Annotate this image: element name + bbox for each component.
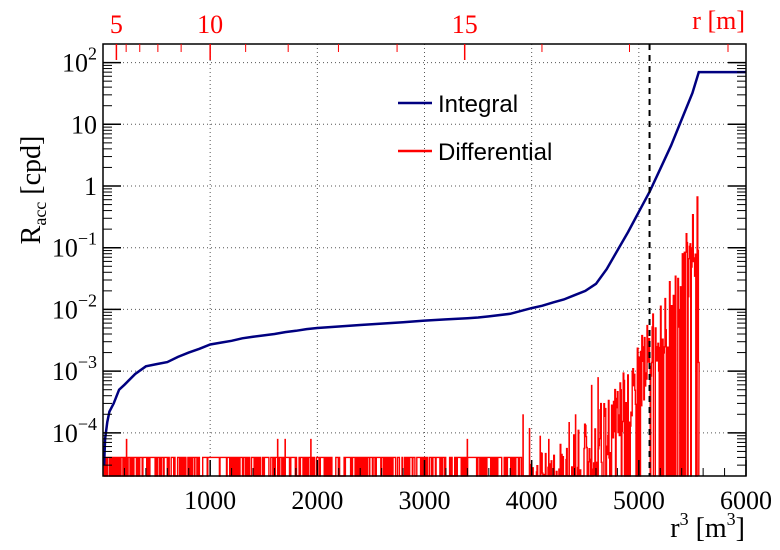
x-axis-title-unit-open: [m (689, 513, 727, 544)
series-integral-line (102, 70, 746, 466)
grid (103, 44, 746, 476)
x-axis-title-unit-sup: 3 (727, 509, 736, 529)
y-tick-label: 10−2 (52, 290, 97, 324)
x-tick-label: 3000 (399, 486, 451, 515)
x-tick-label: 1000 (184, 486, 236, 515)
x-tick-label: 2000 (291, 486, 343, 515)
y-tick-label: 102 (62, 44, 97, 78)
top-tick-label: 5 (110, 10, 123, 39)
y-axis-title-main: R (16, 225, 47, 244)
x-axis-title-sup: 3 (680, 509, 689, 529)
axis-ticks (103, 43, 747, 477)
y-axis-title-unit: [cpd] (16, 136, 47, 202)
x-axis-title: r3 [m3] (670, 509, 745, 544)
series-differential-line (103, 196, 700, 477)
legend: Integral Differential (398, 91, 552, 166)
y-axis-title: Racc [cpd] (16, 136, 50, 245)
top-tick-label: 10 (197, 10, 223, 39)
legend-integral-label: Integral (438, 91, 518, 118)
y-tick-label: 10−3 (52, 352, 97, 386)
legend-differential-label: Differential (438, 139, 552, 166)
y-tick-label: 10−1 (52, 229, 97, 263)
y-tick-label: 1 (84, 172, 97, 201)
y-axis-title-sub: acc (30, 202, 50, 226)
x-tick-label: 5000 (613, 486, 665, 515)
top-axis-title: r [m] (692, 6, 745, 35)
x-tick-label: 4000 (506, 486, 558, 515)
top-tick-label: 15 (452, 10, 478, 39)
series-differential (103, 196, 700, 477)
series-integral (102, 70, 746, 466)
y-tick-label: 10 (71, 110, 97, 139)
y-tick-label: 10−4 (52, 414, 97, 448)
axis-tick-labels: 1000 2000 3000 4000 5000 6000 5 10 15 10−4 10−3 10−… (52, 10, 772, 515)
x-axis-title-main: r (670, 513, 680, 544)
x-tick-label: 6000 (720, 486, 772, 515)
x-axis-title-unit-close: ] (736, 513, 745, 544)
